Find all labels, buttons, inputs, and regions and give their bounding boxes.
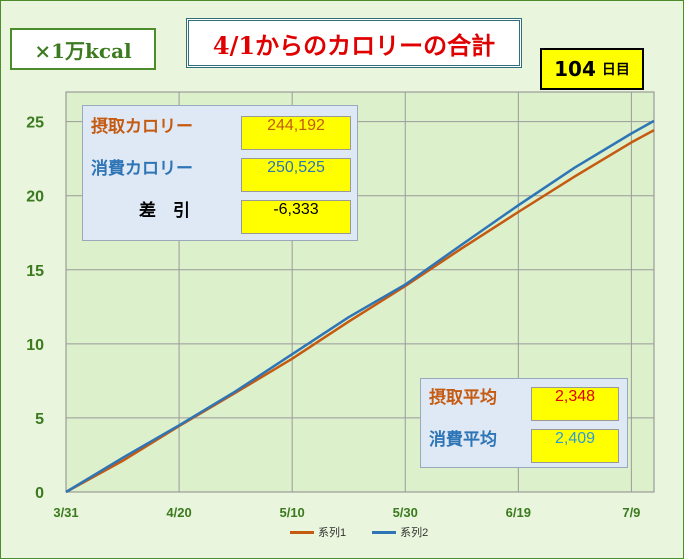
legend-label-series2: 系列2	[400, 527, 429, 539]
x-tick-label: 7/9	[622, 505, 640, 520]
chart-title: 4/1からのカロリーの合計	[186, 18, 522, 68]
intake-total-label: 摂取カロリー	[91, 117, 193, 137]
y-tick-label: 25	[26, 115, 44, 132]
y-tick-label: 5	[35, 411, 44, 428]
intake-total-row: 摂取カロリー 244,192	[83, 112, 357, 152]
intake-average-value: 2,348	[531, 387, 619, 421]
unit-label: ×1万kcal	[10, 28, 156, 70]
legend-label-series1: 系列1	[318, 527, 347, 539]
averages-panel: 摂取平均 2,348 消費平均 2,409	[420, 378, 628, 468]
legend-swatch-series1	[290, 530, 314, 534]
day-counter: 104 日目	[540, 48, 644, 90]
legend-item-series1: 系列1	[290, 524, 346, 540]
y-tick-label: 20	[26, 189, 44, 206]
totals-panel: 摂取カロリー 244,192 消費カロリー 250,525 差 引 -6,333	[82, 105, 358, 241]
series-lines	[65, 119, 655, 494]
difference-label: 差 引	[139, 201, 190, 221]
burn-average-label: 消費平均	[429, 430, 497, 450]
y-axis-ticks: 0 5 10 15 20 25	[26, 115, 44, 502]
chart-legend: 系列1 系列2	[290, 524, 428, 540]
burn-total-value: 250,525	[241, 158, 351, 192]
day-count: 104	[554, 57, 596, 81]
intake-total-value: 244,192	[241, 116, 351, 150]
x-tick-label: 4/20	[166, 505, 191, 520]
intake-average-row: 摂取平均 2,348	[421, 383, 627, 423]
intake-average-label: 摂取平均	[429, 388, 497, 408]
difference-row: 差 引 -6,333	[83, 196, 357, 236]
day-unit: 日目	[601, 62, 630, 78]
x-tick-label: 5/30	[393, 505, 418, 520]
y-tick-label: 15	[26, 263, 44, 280]
y-tick-label: 10	[26, 337, 44, 354]
burn-average-row: 消費平均 2,409	[421, 425, 627, 465]
x-tick-label: 6/19	[506, 505, 531, 520]
legend-item-series2: 系列2	[372, 524, 428, 540]
series-line-2	[65, 119, 655, 494]
x-tick-label: 5/10	[279, 505, 304, 520]
x-tick-label: 3/31	[53, 505, 78, 520]
difference-value: -6,333	[241, 200, 351, 234]
legend-swatch-series2	[372, 530, 397, 534]
burn-average-value: 2,409	[531, 429, 619, 463]
x-axis-ticks: 3/31 4/20 5/10 5/30 6/19 7/9	[53, 505, 640, 520]
y-tick-label: 0	[35, 485, 44, 502]
burn-total-row: 消費カロリー 250,525	[83, 154, 357, 194]
burn-total-label: 消費カロリー	[91, 159, 193, 179]
